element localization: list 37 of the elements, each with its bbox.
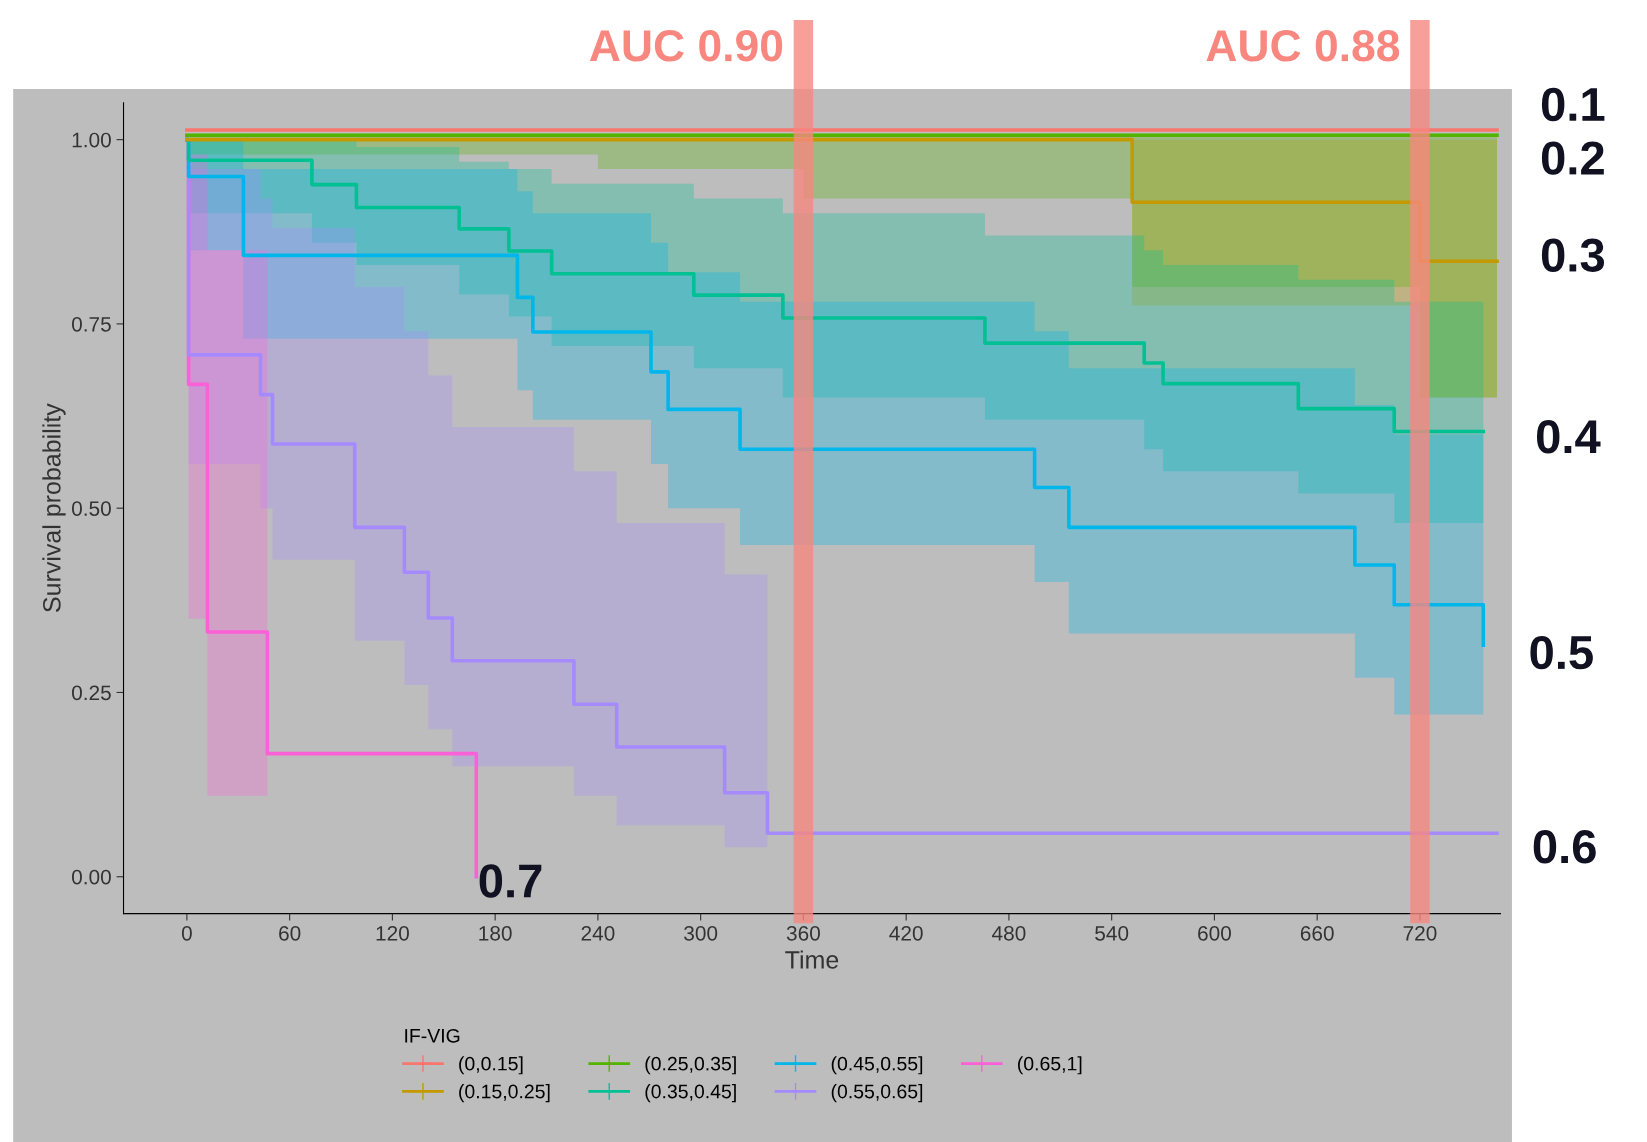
x-tick-label: 120 bbox=[376, 925, 409, 941]
text: 0.5 bbox=[1530, 635, 1593, 670]
x-tick-label: 720 bbox=[1403, 925, 1437, 941]
y-tick-label: 0.25 bbox=[71, 685, 111, 701]
x-tick-label: 180 bbox=[479, 925, 512, 941]
x-tick-label: 480 bbox=[992, 925, 1026, 941]
x-tick-label: 600 bbox=[1198, 925, 1231, 941]
legend-label: (0,0.15] bbox=[459, 1056, 523, 1075]
x-tick-label: 60 bbox=[279, 925, 301, 941]
ref-line-label: AUC 0.88 bbox=[1206, 30, 1400, 62]
text: 0.3 bbox=[1541, 238, 1604, 272]
y-tick-label: 1.00 bbox=[72, 132, 111, 148]
text: 0.2 bbox=[1541, 141, 1604, 175]
annotation: 0.7 bbox=[479, 864, 542, 898]
x-tick-label: 660 bbox=[1300, 925, 1334, 941]
legend-label: (0.65,1] bbox=[1018, 1056, 1082, 1075]
x-tick-label: 420 bbox=[889, 925, 923, 941]
y-axis-title: Survival probability bbox=[42, 403, 66, 612]
y-tick-label: 0.75 bbox=[71, 316, 111, 332]
x-tick-label: 0 bbox=[181, 925, 192, 941]
legend-label: (0.35,0.45] bbox=[645, 1084, 736, 1103]
text: 0.6 bbox=[1533, 830, 1596, 864]
x-tick-label: 540 bbox=[1095, 925, 1129, 941]
text: 0.4 bbox=[1536, 420, 1601, 454]
legend-label: (0.45,0.55] bbox=[831, 1056, 923, 1075]
legend-label: (0.15,0.25] bbox=[459, 1084, 550, 1103]
y-tick-label: 0.00 bbox=[71, 869, 111, 885]
x-tick-label: 360 bbox=[786, 925, 820, 941]
ref-line-label: AUC 0.90 bbox=[589, 30, 783, 62]
text: 0.1 bbox=[1541, 87, 1605, 122]
legend-title: IF-VIG bbox=[405, 1028, 460, 1043]
x-axis-title: Time bbox=[785, 950, 839, 969]
x-tick-label: 300 bbox=[684, 925, 718, 941]
y-tick-label: 0.50 bbox=[71, 501, 111, 516]
legend-label: (0.55,0.65] bbox=[831, 1084, 923, 1103]
legend-label: (0.25,0.35] bbox=[645, 1056, 736, 1075]
x-tick-label: 240 bbox=[581, 925, 615, 941]
